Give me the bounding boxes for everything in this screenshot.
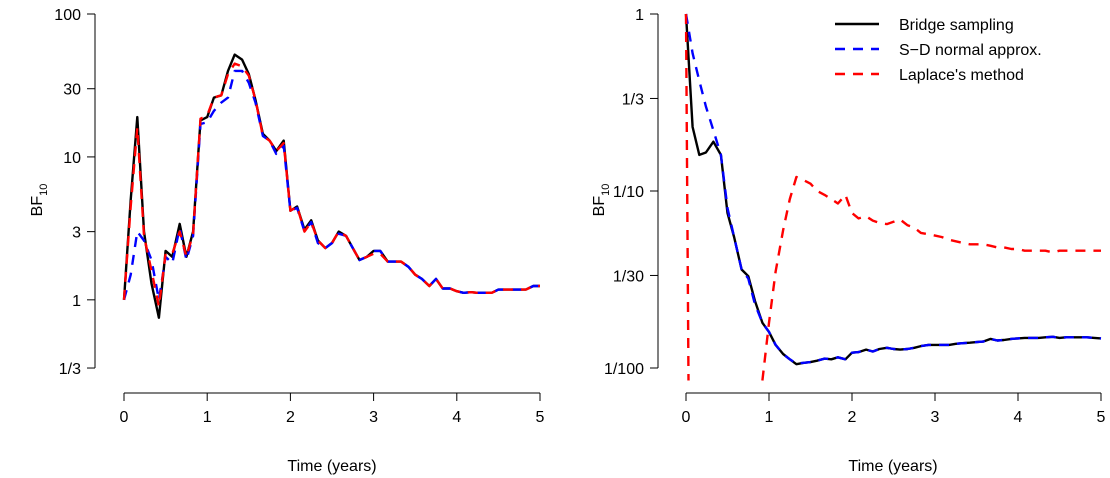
left-x-tick-label: 3 [369,409,378,426]
right-x-tick-label: 0 [682,409,691,426]
left-series-line-bridge-sampling [122,53,540,319]
right-y-axis: 1/100 1/30 1/10 1/3 1 [604,7,659,378]
left-y-tick-label: 10 [63,150,81,167]
left-y-tick-label: 1 [72,293,81,310]
legend-label: Bridge sampling [899,17,1014,34]
right-x-tick-label: 1 [765,409,774,426]
right-y-tick-label: 1/100 [604,361,644,378]
right-x-tick-label: 5 [1097,409,1106,426]
right-y-tick-label: 1 [635,7,644,24]
right-x-tick-label: 4 [1014,409,1023,426]
legend-label: Laplace's method [899,67,1024,84]
right-x-tick-label: 3 [931,409,940,426]
left-x-axis-label: Time (years) [287,458,376,475]
left-x-tick-label: 5 [536,409,545,426]
right-y-tick-label: 1/3 [622,91,644,108]
right-series-line-s-d-normal-approx [684,13,1102,365]
right-y-axis-label: BF10 [591,184,612,217]
right-series-line-laplace-s-method [761,175,1101,381]
right-y-tick-label: 1/30 [613,268,644,285]
left-x-tick-label: 0 [120,409,129,426]
left-y-tick-label: 100 [54,7,81,24]
left-series-line-laplace-s-method [122,62,540,308]
left-x-tick-label: 1 [203,409,212,426]
left-plot-lines [122,53,540,319]
left-x-axis: 0 1 2 3 4 5 [120,392,545,426]
right-x-tick-label: 2 [848,409,857,426]
left-y-axis: 1/3 1 3 10 30 100 [54,7,96,378]
right-panel: 1/100 1/30 1/10 1/3 1 0 1 2 3 4 5 Time (years) BF… [591,7,1106,475]
right-y-tick-label: 1/10 [613,184,644,201]
left-panel: 1/3 1 3 10 30 100 0 1 2 3 4 5 Time (years) BF10 [29,7,545,475]
left-y-tick-label: 3 [72,225,81,242]
right-series-line-bridge-sampling [684,13,1102,366]
left-y-tick-label: 30 [63,82,81,99]
left-series-line-s-d-normal-approx [122,69,540,301]
right-x-axis-label: Time (years) [848,458,937,475]
right-series-line-laplace-s-method [684,13,690,381]
left-y-axis-label: BF10 [29,184,50,217]
legend-label: S−D normal approx. [899,42,1042,59]
right-x-axis: 0 1 2 3 4 5 [682,392,1106,426]
legend: Bridge sampling S−D normal approx. Laplace… [835,17,1042,84]
left-x-tick-label: 2 [286,409,295,426]
left-x-tick-label: 4 [452,409,461,426]
left-y-tick-label: 1/3 [59,361,81,378]
right-plot-lines [684,13,1102,381]
